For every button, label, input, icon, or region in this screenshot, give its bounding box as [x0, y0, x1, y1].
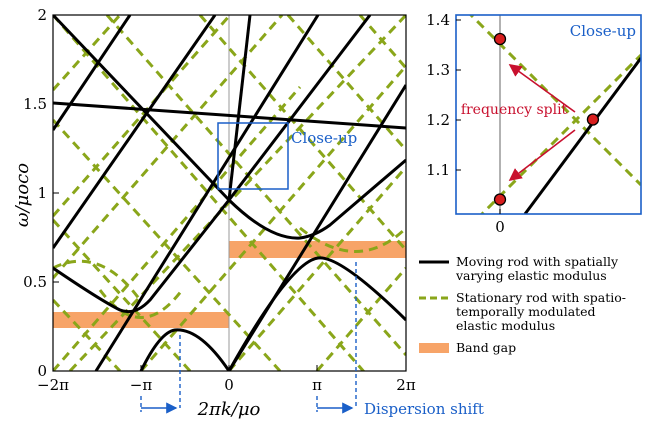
- y-tick-label: 0: [37, 362, 47, 380]
- inset-data-point: [493, 193, 507, 206]
- legend-label: Band gap: [456, 340, 516, 355]
- split-arrow-down: [508, 129, 576, 181]
- y-tick-label: 0.5: [23, 273, 47, 291]
- legend-label: temporally modulated: [456, 304, 596, 319]
- frequency-split-label: frequency split: [461, 102, 568, 118]
- inset-dashed-series: [468, 15, 641, 214]
- closeup-box: [217, 122, 289, 190]
- closeup-plot: 1.4 1.3 1.2 1.1 0 Close-up frequency spl…: [426, 11, 642, 236]
- split-arrow-up: [508, 64, 576, 113]
- band-gap-left: [53, 312, 229, 328]
- solid-series: [53, 15, 406, 371]
- legend-label: elastic modulus: [456, 318, 555, 333]
- main-plot: 0 0.5 1 1.5 2 −2π −π 0 π 2π 2πk/μo ω/μoc…: [12, 6, 484, 420]
- dispersion-shift-markers: [140, 262, 357, 414]
- inset-y-tick-label: 1.3: [426, 61, 450, 79]
- inset-y-tick-label: 1.4: [426, 11, 450, 29]
- y-axis-label: ω/μoco: [12, 163, 33, 227]
- inset-axes-frame: [455, 14, 642, 215]
- x-axis-label: 2πk/μo: [197, 399, 261, 420]
- legend-swatch-band-gap: [419, 343, 449, 353]
- band-gap-right: [229, 241, 406, 258]
- inset-data-point: [586, 113, 600, 126]
- main-ticks: [52, 14, 407, 371]
- y-tick-label: 2: [37, 6, 47, 24]
- y-tick-label: 1: [37, 184, 47, 202]
- x-tick-label: 0: [224, 376, 234, 394]
- y-tick-label: 1.5: [23, 95, 47, 113]
- inset-x-tick-label: 0: [495, 218, 505, 236]
- inset-data-point: [493, 32, 507, 46]
- inset-y-tick-label: 1.1: [426, 161, 450, 179]
- x-tick-label: π: [312, 376, 322, 394]
- x-tick-label: −π: [130, 376, 153, 394]
- dispersion-shift-label: Dispersion shift: [364, 400, 484, 418]
- x-tick-label: 2π: [396, 376, 416, 394]
- inset-y-tick-label: 1.2: [426, 111, 450, 129]
- x-tick-label: −2π: [37, 376, 69, 394]
- legend-label: varying elastic modulus: [455, 268, 607, 283]
- legend: Moving rod with spatially varying elasti…: [419, 254, 626, 355]
- closeup-label: Close-up: [291, 129, 357, 147]
- inset-ticks: [456, 19, 501, 214]
- legend-label: Moving rod with spatially: [456, 254, 619, 269]
- legend-label: Stationary rod with spatio-: [456, 290, 626, 305]
- inset-points: [493, 32, 600, 206]
- inset-solid-series: [523, 57, 641, 214]
- inset-title: Close-up: [570, 22, 636, 40]
